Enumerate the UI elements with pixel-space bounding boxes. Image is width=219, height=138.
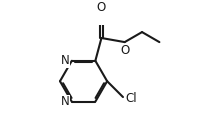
Text: O: O [120,44,129,57]
Text: O: O [97,1,106,14]
Text: N: N [60,95,69,108]
Text: Cl: Cl [125,92,137,105]
Text: N: N [60,54,69,67]
